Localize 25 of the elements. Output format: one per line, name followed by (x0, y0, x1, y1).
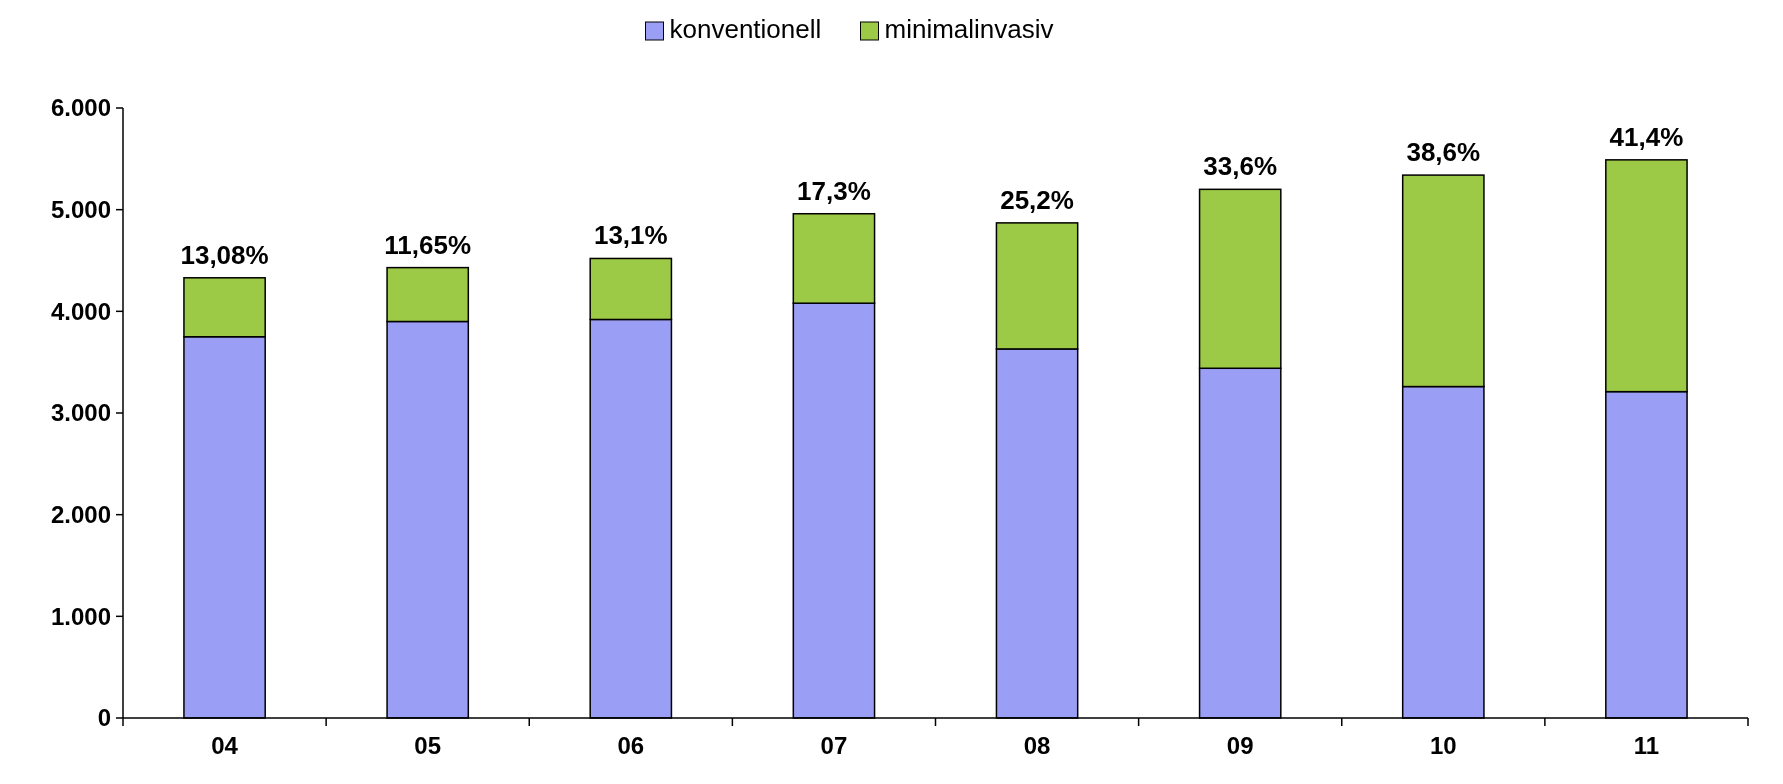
x-tick-label: 04 (211, 732, 239, 759)
x-tick-label: 10 (1429, 732, 1457, 759)
x-tick-label: 06 (617, 732, 645, 759)
annotation: 17,3% (797, 175, 871, 206)
x-tick-label: 08 (1023, 732, 1051, 759)
x-tick-label: 05 (414, 732, 442, 759)
legend-label: minimalinvasiv (884, 14, 1054, 44)
annotation: 33,6% (1203, 151, 1278, 182)
y-tick-label: 1.000 (50, 602, 111, 630)
y-tick-label: 4.000 (50, 297, 111, 325)
x-tick-label: 09 (1226, 732, 1254, 759)
x-tick-label: 11 (1633, 732, 1660, 759)
y-tick-label: 5.000 (50, 196, 111, 224)
annotation: 11,65% (384, 229, 472, 260)
y-tick-label: 3.000 (50, 399, 111, 427)
x-tick-label: 07 (820, 732, 848, 759)
y-tick-label: 2.000 (50, 501, 111, 529)
legend-label: konventionell (669, 14, 822, 44)
annotation: 13,08% (180, 239, 269, 270)
annotation: 25,2% (1000, 184, 1074, 215)
annotation: 41,4% (1609, 121, 1684, 152)
annotation: 38,6% (1406, 137, 1481, 168)
annotation: 13,1% (593, 220, 668, 251)
y-tick-label: 6.000 (50, 94, 111, 122)
y-tick-label: 0 (97, 704, 111, 732)
